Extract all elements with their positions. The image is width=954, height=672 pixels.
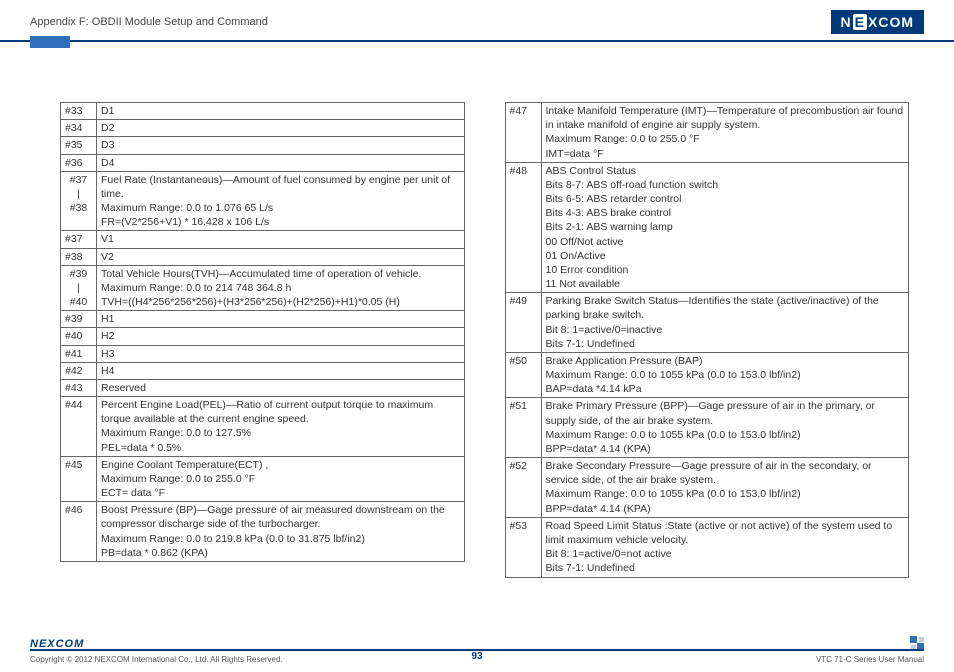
table-row: #37V1 — [61, 231, 465, 248]
row-description: Intake Manifold Temperature (IMT)—Temper… — [541, 103, 909, 163]
row-description: Percent Engine Load(PEL)—Ratio of curren… — [97, 397, 465, 457]
row-index: #42 — [61, 362, 97, 379]
page-header: Appendix F: OBDII Module Setup and Comma… — [0, 0, 954, 42]
table-row: #36D4 — [61, 154, 465, 171]
table-row: #49Parking Brake Switch Status—Identifie… — [505, 293, 909, 353]
row-index: #39 | #40 — [61, 265, 97, 311]
table-row: #47Intake Manifold Temperature (IMT)—Tem… — [505, 103, 909, 163]
table-row: #34D2 — [61, 120, 465, 137]
row-index: #34 — [61, 120, 97, 137]
table-row: #44Percent Engine Load(PEL)—Ratio of cur… — [61, 397, 465, 457]
row-index: #41 — [61, 345, 97, 362]
manual-name: VTC 71-C Series User Manual — [816, 655, 924, 664]
table-row: #50Brake Application Pressure (BAP) Maxi… — [505, 352, 909, 398]
row-index: #43 — [61, 379, 97, 396]
table-row: #46Boost Pressure (BP)—Gage pressure of … — [61, 502, 465, 562]
row-index: #50 — [505, 352, 541, 398]
table-row: #39H1 — [61, 311, 465, 328]
row-description: Engine Coolant Temperature(ECT) , Maximu… — [97, 456, 465, 502]
corner-decoration — [910, 636, 924, 650]
table-row: #48ABS Control Status Bits 8-7: ABS off-… — [505, 162, 909, 293]
row-index: #45 — [61, 456, 97, 502]
row-index: #38 — [61, 248, 97, 265]
table-row: #52Brake Secondary Pressure—Gage pressur… — [505, 458, 909, 518]
row-description: Brake Primary Pressure (BPP)—Gage pressu… — [541, 398, 909, 458]
header-title: Appendix F: OBDII Module Setup and Comma… — [30, 16, 268, 28]
tab-marker — [30, 36, 70, 48]
row-description: H1 — [97, 311, 465, 328]
table-row: #38V2 — [61, 248, 465, 265]
table-row: #45Engine Coolant Temperature(ECT) , Max… — [61, 456, 465, 502]
row-description: H2 — [97, 328, 465, 345]
table-row: #33D1 — [61, 103, 465, 120]
row-index: #52 — [505, 458, 541, 518]
copyright-text: Copyright © 2012 NEXCOM International Co… — [30, 655, 283, 664]
row-index: #33 — [61, 103, 97, 120]
row-description: Reserved — [97, 379, 465, 396]
row-description: V2 — [97, 248, 465, 265]
left-column: #33D1#34D2#35D3#36D4#37 | #38Fuel Rate (… — [60, 102, 465, 578]
row-index: #44 — [61, 397, 97, 457]
table-row: #41H3 — [61, 345, 465, 362]
row-index: #51 — [505, 398, 541, 458]
row-description: D1 — [97, 103, 465, 120]
row-index: #37 — [61, 231, 97, 248]
table-row: #39 | #40Total Vehicle Hours(TVH)—Accumu… — [61, 265, 465, 311]
row-description: Fuel Rate (Instantaneous)—Amount of fuel… — [97, 171, 465, 231]
table-row: #35D3 — [61, 137, 465, 154]
right-column: #47Intake Manifold Temperature (IMT)—Tem… — [505, 102, 910, 578]
row-description: H4 — [97, 362, 465, 379]
brand-logo: NEXCOM — [831, 10, 924, 34]
row-index: #40 — [61, 328, 97, 345]
row-description: V1 — [97, 231, 465, 248]
row-description: D2 — [97, 120, 465, 137]
left-table: #33D1#34D2#35D3#36D4#37 | #38Fuel Rate (… — [60, 102, 465, 562]
row-description: Brake Application Pressure (BAP) Maximum… — [541, 352, 909, 398]
row-description: Total Vehicle Hours(TVH)—Accumulated tim… — [97, 265, 465, 311]
row-description: Parking Brake Switch Status—Identifies t… — [541, 293, 909, 353]
row-description: ABS Control Status Bits 8-7: ABS off-roa… — [541, 162, 909, 293]
page-number: 93 — [471, 651, 482, 662]
row-index: #48 — [505, 162, 541, 293]
row-index: #37 | #38 — [61, 171, 97, 231]
table-row: #42H4 — [61, 362, 465, 379]
table-row: #51Brake Primary Pressure (BPP)—Gage pre… — [505, 398, 909, 458]
row-index: #46 — [61, 502, 97, 562]
row-description: D3 — [97, 137, 465, 154]
row-index: #39 — [61, 311, 97, 328]
row-description: H3 — [97, 345, 465, 362]
table-row: #40H2 — [61, 328, 465, 345]
row-description: Brake Secondary Pressure—Gage pressure o… — [541, 458, 909, 518]
row-index: #53 — [505, 517, 541, 577]
right-table: #47Intake Manifold Temperature (IMT)—Tem… — [505, 102, 910, 578]
row-description: Boost Pressure (BP)—Gage pressure of air… — [97, 502, 465, 562]
table-row: #43Reserved — [61, 379, 465, 396]
row-index: #35 — [61, 137, 97, 154]
row-index: #47 — [505, 103, 541, 163]
row-description: Road Speed Limit Status :State (active o… — [541, 517, 909, 577]
table-row: #53Road Speed Limit Status :State (activ… — [505, 517, 909, 577]
row-index: #49 — [505, 293, 541, 353]
table-row: #37 | #38Fuel Rate (Instantaneous)—Amoun… — [61, 171, 465, 231]
row-index: #36 — [61, 154, 97, 171]
content-area: #33D1#34D2#35D3#36D4#37 | #38Fuel Rate (… — [0, 42, 954, 588]
row-description: D4 — [97, 154, 465, 171]
